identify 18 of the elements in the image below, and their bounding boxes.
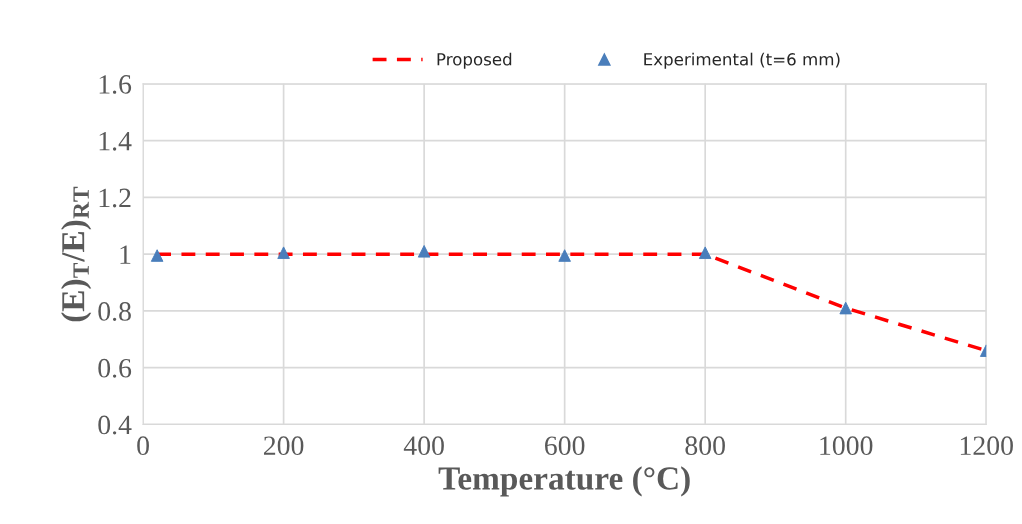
y-tick-label: 1 (120, 245, 131, 264)
x-tick-label: 600 (545, 436, 585, 456)
x-tick-label: 400 (403, 436, 444, 456)
x-tick-label: 0 (137, 436, 149, 456)
y-tick-label: 1.2 (99, 188, 131, 208)
y-tick-label: 1.4 (99, 131, 132, 151)
y-tick-label: 0.6 (98, 358, 132, 378)
x-tick-label: 1000 (820, 436, 873, 456)
y-tick-label: 0.4 (98, 415, 132, 435)
x-tick-label: 1200 (960, 436, 1013, 456)
x-axis-title: Temperature (°C) (438, 466, 690, 497)
x-tick-label: 800 (685, 436, 725, 456)
x-tick-label: 200 (263, 436, 304, 456)
y-tick-label: 1.6 (99, 75, 132, 94)
y-axis-title: (E)$_{T}$/E)$_{RT}$ (61, 186, 92, 322)
legend-label: Proposed (437, 52, 512, 69)
y-tick-label: 0.8 (98, 302, 131, 321)
legend-label: Experimental (t=6 mm) (644, 52, 840, 69)
